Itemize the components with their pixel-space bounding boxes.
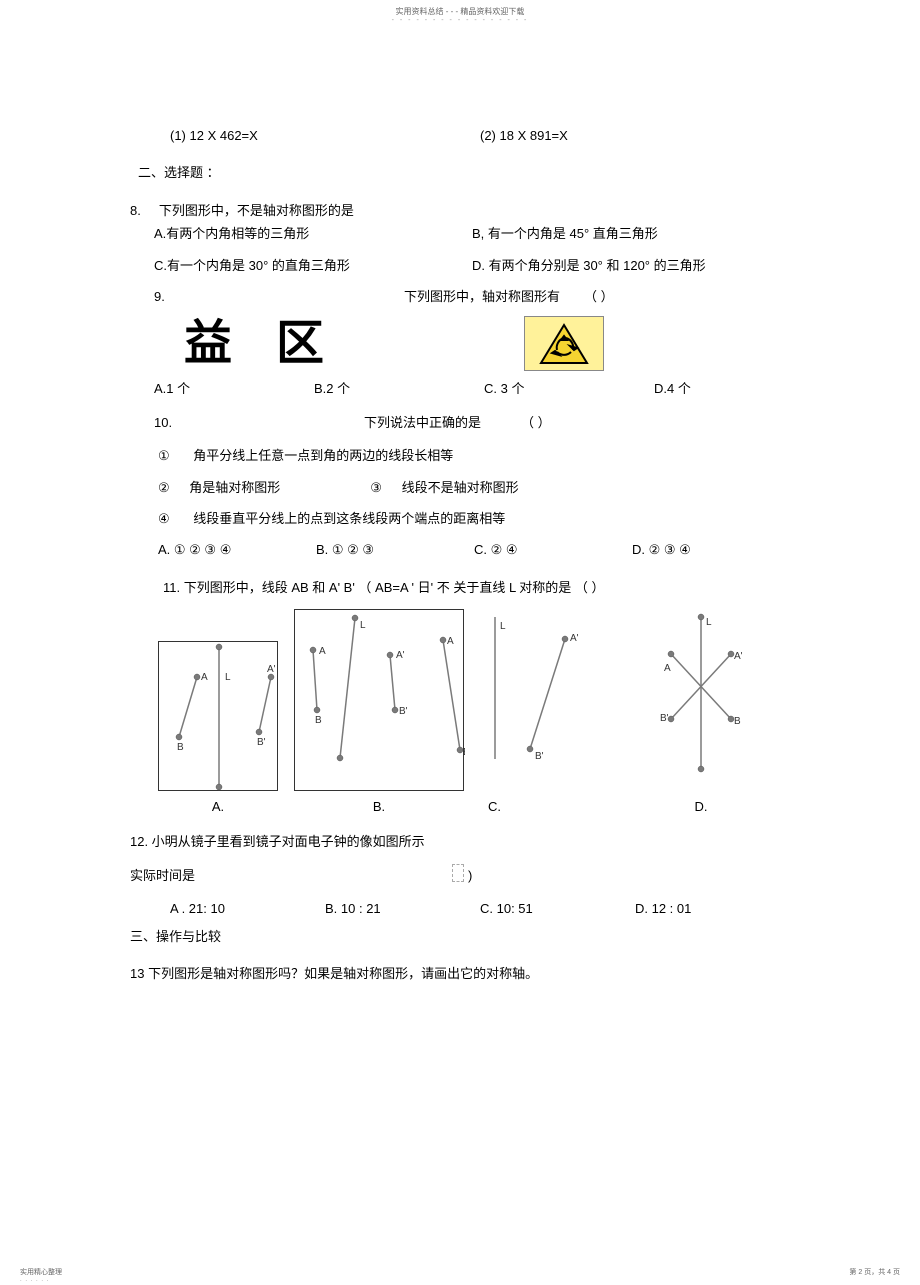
q8-opt-c: C.有一个内角是 30° 的直角三角形 [154, 254, 472, 277]
q11-label-c: C. [480, 795, 620, 818]
q10-opt-d: D. ② ③ ④ [632, 538, 790, 561]
recycle-triangle-icon [537, 320, 592, 368]
q12-opt-d: D. 12 : 01 [635, 897, 790, 920]
svg-text:A': A' [267, 664, 276, 675]
svg-text:B': B' [399, 706, 408, 717]
q10-options: A. ① ② ③ ④ B. ① ② ③ C. ② ④ D. ② ③ ④ [130, 538, 790, 561]
q10-stem: 下列说法中正确的是 [364, 411, 481, 434]
q8-stem-row: 8. 下列图形中，不是轴对称图形的是 [130, 199, 790, 222]
q11-diag-a-wrap: L A B A' B' A. [158, 641, 278, 818]
section-3-title: 三、操作与比较 [130, 925, 790, 948]
q9-opt-a: A.1 个 [154, 377, 314, 400]
svg-text:B: B [463, 747, 465, 758]
q9-stem: 下列图形中，轴对称图形有 [404, 285, 560, 308]
svg-text:A: A [447, 636, 454, 647]
svg-text:L: L [360, 620, 366, 631]
q11-label-d: D. [636, 795, 766, 818]
header-dots: - - - - - - - - - - - - - - - - - [0, 17, 920, 24]
svg-text:B': B' [535, 751, 544, 762]
q11-diagram-d: L A A' B' B [636, 609, 766, 791]
svg-text:L: L [225, 672, 231, 683]
q9-opt-c: C. 3 个 [484, 377, 654, 400]
q9-char-qu: 区 [276, 320, 324, 368]
q11-label-b: B. [294, 795, 464, 818]
q13-text: 13 下列图形是轴对称图形吗？如果是轴对称图形，请画出它的对称轴。 [130, 962, 790, 985]
header-watermark: 实用资料总结 - - - 精品资料欢迎下载 [0, 0, 920, 17]
q9-opt-d: D.4 个 [654, 377, 774, 400]
q12-line2: 实际时间是 ) [130, 864, 790, 887]
q12-line1: 12. 小明从镜子里看到镜子对面电子钟的像如图所示 [130, 830, 790, 853]
q11-diagrams: L A B A' B' A. [130, 609, 790, 818]
q10-stmt-23: ② 角是轴对称图形 ③ 线段不是轴对称图形 [130, 476, 790, 499]
page-content: (1) 12 X 462=X (2) 18 X 891=X 二、选择题 ： 8.… [0, 24, 920, 985]
q10-s2-num: ② [158, 480, 170, 495]
q9-number: 9. [154, 285, 404, 308]
q11-diag-b-wrap: L A B A' B' A B B. [294, 609, 464, 818]
section-2-title: 二、选择题 ： [138, 161, 790, 184]
q9-stem-row: 9. 下列图形中，轴对称图形有 （ ） [130, 285, 790, 308]
svg-text:L: L [500, 621, 506, 632]
q10-number: 10. [154, 411, 364, 434]
footer-dots-left: . . . . . . [20, 1277, 49, 1283]
q12-line2b: ) [468, 864, 790, 887]
q8-options-row2: C.有一个内角是 30° 的直角三角形 D. 有两个角分别是 30° 和 120… [130, 254, 790, 277]
q12-options: A . 21: 10 B. 10 : 21 C. 10: 51 D. 12 : … [130, 897, 790, 920]
footer-right: 第 2 页，共 4 页 [849, 1267, 900, 1277]
svg-text:A': A' [734, 651, 743, 662]
svg-text:A': A' [396, 650, 405, 661]
q9-options: A.1 个 B.2 个 C. 3 个 D.4 个 [130, 377, 790, 400]
svg-text:A: A [664, 663, 671, 674]
q12-opt-a: A . 21: 10 [170, 897, 325, 920]
q10-stmt-1: ① 角平分线上任意一点到角的两边的线段长相等 [130, 444, 790, 467]
q10-s3-text: 线段不是轴对称图形 [402, 480, 519, 495]
svg-text:B': B' [660, 713, 669, 724]
q10-stmt-4: ④ 线段垂直平分线上的点到这条线段两个端点的距离相等 [130, 507, 790, 530]
svg-text:A: A [319, 646, 326, 657]
q9-paren: （ ） [584, 285, 614, 308]
q10-stem-row: 10. 下列说法中正确的是 （ ） [130, 411, 790, 434]
q8-opt-d: D. 有两个角分别是 30° 和 120° 的三角形 [472, 254, 790, 277]
q8-stem: 下列图形中，不是轴对称图形的是 [159, 199, 354, 222]
svg-text:A': A' [570, 633, 579, 644]
calc-row: (1) 12 X 462=X (2) 18 X 891=X [130, 124, 790, 147]
q9-recycle-sign [524, 316, 604, 371]
footer-left: 实用精心整理 [20, 1267, 62, 1277]
q11-diag-c-wrap: L A' B' C. [480, 609, 620, 818]
calc-item-1: (1) 12 X 462=X [170, 124, 480, 147]
svg-text:B: B [177, 742, 184, 753]
q8-opt-b: B, 有一个内角是 45° 直角三角形 [472, 222, 790, 245]
q11-label-a: A. [158, 795, 278, 818]
digital-clock-placeholder [452, 864, 464, 882]
calc-item-2: (2) 18 X 891=X [480, 124, 790, 147]
q8-number: 8. [130, 199, 141, 222]
q10-s4-text: 线段垂直平分线上的点到这条线段两个端点的距离相等 [193, 511, 505, 526]
q8-opt-a: A.有两个内角相等的三角形 [154, 222, 472, 245]
q12-opt-c: C. 10: 51 [480, 897, 635, 920]
q9-char-yi: 益 [184, 320, 236, 368]
q10-s2-text: 角是轴对称图形 [189, 480, 280, 495]
q10-opt-b: B. ① ② ③ [316, 538, 474, 561]
q11-diag-d-wrap: L A A' B' B D. [636, 609, 766, 818]
q11-diagram-b: L A B A' B' A B [294, 609, 464, 791]
q11-stem: 11. 下列图形中，线段 AB 和 A' B' （ AB=A ' 日' 不 关于… [130, 576, 790, 599]
svg-text:B: B [734, 716, 741, 727]
q11-diagram-a: L A B A' B' [158, 641, 278, 791]
svg-text:B: B [315, 715, 322, 726]
q12-line2a: 实际时间是 [130, 864, 452, 887]
svg-text:A: A [201, 672, 208, 683]
q10-s4-num: ④ [158, 511, 170, 526]
q12-opt-b: B. 10 : 21 [325, 897, 480, 920]
q10-opt-a: A. ① ② ③ ④ [158, 538, 316, 561]
q10-paren: （ ） [521, 411, 551, 434]
q10-s1-num: ① [158, 448, 170, 463]
q11-diagram-c: L A' B' [480, 609, 620, 791]
q10-s1-text: 角平分线上任意一点到角的两边的线段长相等 [193, 448, 453, 463]
q10-opt-c: C. ② ④ [474, 538, 632, 561]
q8-options-row1: A.有两个内角相等的三角形 B, 有一个内角是 45° 直角三角形 [130, 222, 790, 245]
q9-images: 益 区 [130, 316, 790, 371]
q10-s3-num: ③ [370, 480, 382, 495]
svg-text:L: L [706, 617, 712, 628]
svg-text:B': B' [257, 737, 266, 748]
q9-opt-b: B.2 个 [314, 377, 484, 400]
